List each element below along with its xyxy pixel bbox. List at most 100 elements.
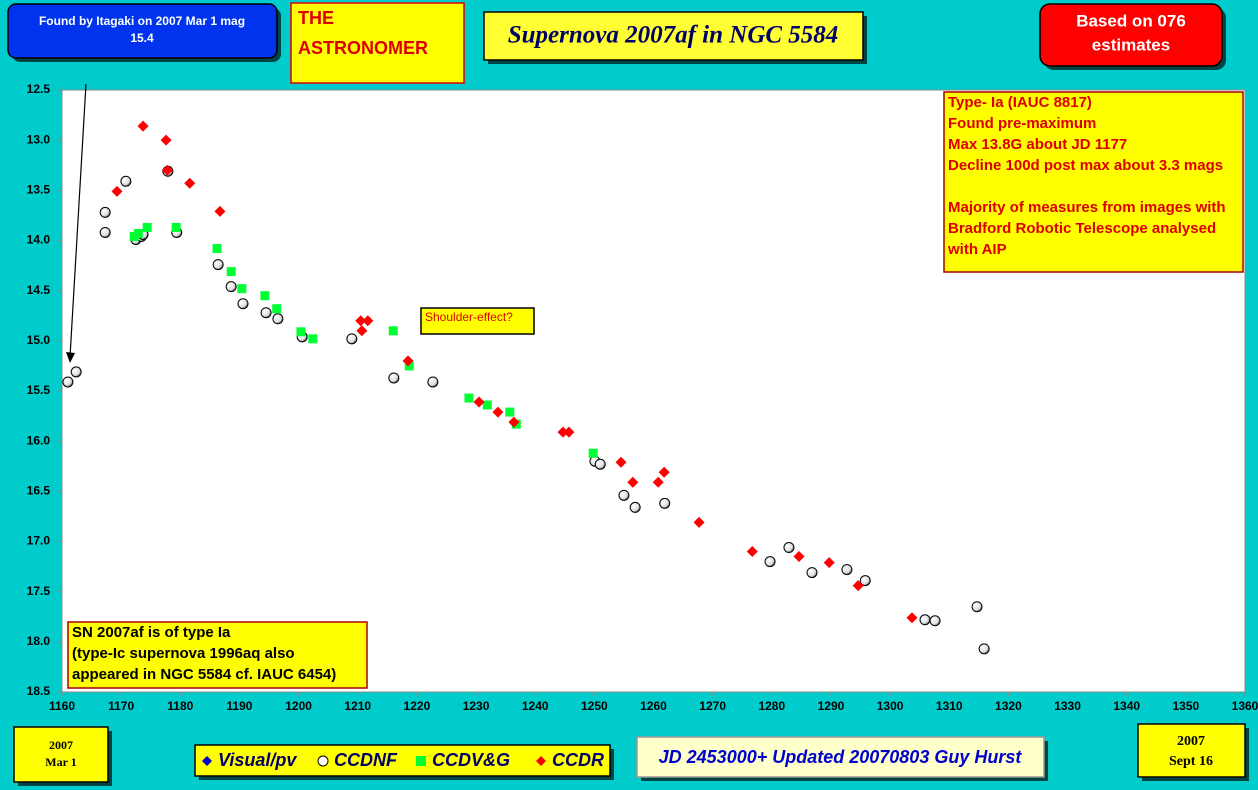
legend-label: Visual/pv — [218, 750, 297, 770]
y-tick-label: 12.5 — [27, 82, 51, 96]
point — [473, 396, 485, 408]
y-tick-label: 15.5 — [27, 383, 51, 397]
x-tick-label: 1190 — [226, 699, 252, 713]
footer: JD 2453000+ Updated 20070803 Guy Hurst — [659, 747, 1023, 767]
point — [225, 281, 237, 293]
point — [160, 134, 172, 146]
info-text: Max 13.8G about JD 1177 — [948, 136, 1127, 153]
point — [764, 556, 776, 568]
estimates-note: estimates — [1092, 35, 1170, 54]
point — [629, 501, 641, 513]
point — [99, 206, 111, 218]
x-tick-label: 1180 — [167, 699, 193, 713]
info-text: Found pre-maximum — [948, 115, 1096, 132]
point — [184, 177, 196, 189]
point — [237, 284, 247, 294]
point — [272, 304, 282, 314]
point — [618, 489, 630, 501]
end-date: 2007 — [1177, 734, 1205, 749]
x-tick-label: 1170 — [108, 699, 134, 713]
point — [226, 267, 236, 277]
point — [70, 366, 82, 378]
y-tick-label: 14.0 — [27, 233, 51, 247]
estimates-note: Based on 076 — [1076, 11, 1186, 30]
publisher: THE — [298, 8, 334, 28]
point — [356, 325, 368, 337]
info-text: Type- Ia (IAUC 8817) — [948, 94, 1092, 111]
y-tick-label: 13.5 — [27, 183, 51, 197]
chart-title: Supernova 2007af in NGC 5584 — [508, 22, 839, 49]
type-note: appeared in NGC 5584 cf. IAUC 6454) — [72, 666, 336, 683]
legend-label: CCDR — [552, 750, 604, 770]
point — [978, 643, 990, 655]
point — [906, 612, 918, 624]
point — [296, 327, 306, 337]
point — [557, 426, 569, 438]
x-tick-label: 1320 — [995, 699, 1022, 713]
point — [793, 551, 805, 563]
x-tick-label: 1290 — [818, 699, 845, 713]
point — [508, 416, 520, 428]
legend-marker — [536, 756, 546, 766]
start-date: 2007 — [49, 738, 73, 752]
point — [272, 313, 284, 325]
found-note: Found by Itagaki on 2007 Mar 1 mag — [39, 14, 245, 28]
point — [137, 120, 149, 132]
point — [171, 222, 181, 232]
info-text: Decline 100d post max about 3.3 mags — [948, 157, 1223, 174]
end-box — [1137, 723, 1246, 778]
point — [659, 497, 671, 509]
point — [402, 355, 414, 367]
x-tick-label: 1360 — [1232, 699, 1258, 713]
type-note: SN 2007af is of type Ia — [72, 624, 231, 641]
arrow — [69, 83, 87, 358]
shoulder-note: Shoulder-effect? — [425, 310, 513, 324]
info-text: Bradford Robotic Telescope analysed — [948, 220, 1216, 237]
x-tick-label: 1310 — [936, 699, 963, 713]
x-tick-label: 1270 — [699, 699, 726, 713]
point — [427, 376, 439, 388]
type-note: (type-Ic supernova 1996aq also — [72, 645, 295, 662]
x-tick-label: 1330 — [1054, 699, 1081, 713]
point — [505, 407, 515, 417]
point — [161, 164, 173, 176]
x-tick-label: 1250 — [581, 699, 608, 713]
info-text: with AIP — [947, 241, 1007, 258]
point — [388, 326, 398, 336]
footer-box — [636, 736, 1045, 778]
x-tick-label: 1210 — [344, 699, 371, 713]
point — [652, 476, 664, 488]
y-tick-label: 16.0 — [27, 433, 51, 447]
point — [841, 564, 853, 576]
y-tick-label: 16.5 — [27, 484, 51, 498]
point — [482, 400, 492, 410]
legend-marker — [202, 756, 212, 766]
start-box — [13, 726, 109, 783]
x-tick-label: 1350 — [1172, 699, 1199, 713]
y-tick-label: 13.0 — [27, 132, 51, 146]
point — [588, 448, 598, 458]
point — [212, 244, 222, 254]
point — [658, 466, 670, 478]
point — [142, 222, 152, 232]
info-box — [943, 91, 1244, 273]
point — [919, 614, 931, 626]
point — [346, 333, 358, 345]
point — [388, 372, 400, 384]
x-tick-label: 1300 — [877, 699, 904, 713]
found-note: 15.4 — [130, 31, 154, 45]
point — [355, 315, 367, 327]
title-box — [483, 11, 864, 61]
point — [594, 458, 606, 470]
legend-label: CCDNF — [334, 750, 398, 770]
point — [120, 175, 132, 187]
point — [260, 307, 272, 319]
y-tick-label: 15.0 — [27, 333, 51, 347]
point — [214, 205, 226, 217]
point — [929, 615, 941, 627]
start-date: Mar 1 — [45, 755, 76, 769]
point — [492, 406, 504, 418]
x-tick-label: 1280 — [758, 699, 785, 713]
point — [615, 456, 627, 468]
point — [971, 601, 983, 613]
